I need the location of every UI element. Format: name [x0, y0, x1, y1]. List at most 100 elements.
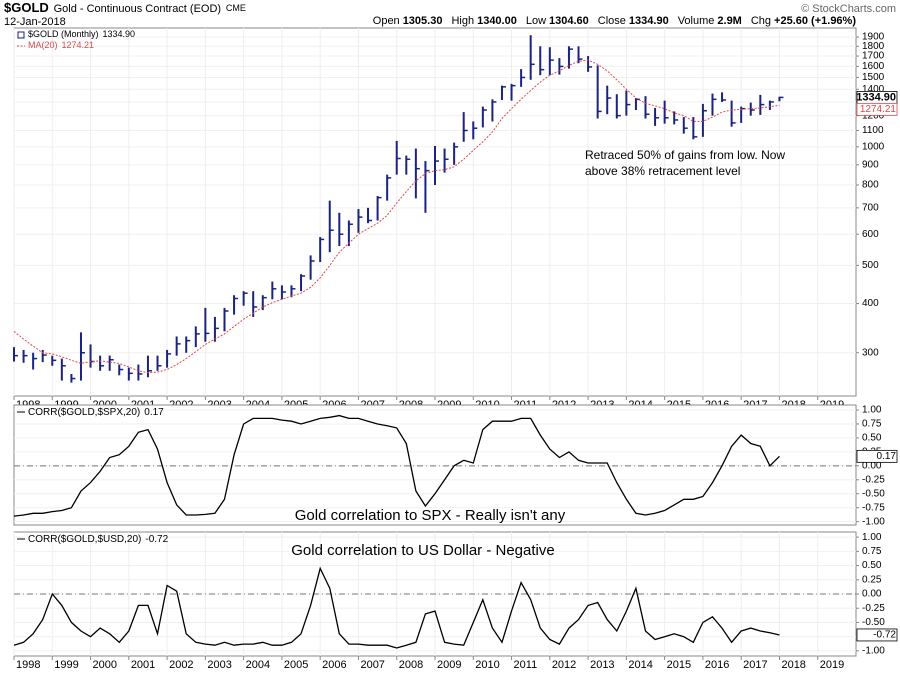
x-tick-label: 2012 — [552, 659, 576, 671]
annotation: Gold correlation to SPX - Really isn't a… — [295, 507, 566, 524]
quote-value: +25.60 (+1.96%) — [774, 15, 856, 27]
y-tick-label: 700 — [862, 202, 879, 213]
panel-frame — [13, 404, 857, 526]
y-tick-label: 1000 — [862, 141, 885, 152]
legend-last-value: -0.72 — [145, 534, 168, 545]
legend-name: CORR($GOLD,$SPX,20) — [28, 407, 140, 418]
quote-value: 1304.60 — [549, 15, 589, 27]
quote-label: High — [451, 15, 474, 27]
y-tick-label: 1400 — [862, 84, 885, 95]
x-tick-label: 2004 — [246, 659, 270, 671]
quote-value: 1305.30 — [403, 15, 443, 27]
x-tick-label: 2002 — [169, 659, 193, 671]
quote-label: Low — [526, 15, 546, 27]
y-tick-label: 0.75 — [862, 546, 882, 557]
chart-header: $GOLD Gold - Continuous Contract (EOD) C… — [4, 0, 246, 15]
quote-label: Chg — [751, 15, 771, 27]
y-tick-label: 600 — [862, 229, 879, 240]
last-value-tag: 1274.21 — [860, 104, 897, 115]
quote-value: 1334.90 — [629, 15, 669, 27]
y-tick-label: 0.00 — [862, 460, 882, 471]
legend-name: CORR($GOLD,$USD,20) — [28, 534, 141, 545]
quote-line: Open 1305.30 High 1340.00 Low 1304.60 Close 133… — [373, 15, 857, 27]
x-tick-label: 2011 — [514, 659, 538, 671]
series-line — [13, 566, 780, 649]
x-tick-label: 2018 — [781, 659, 805, 671]
exchange: CME — [226, 3, 246, 13]
y-tick-label: 0.00 — [862, 589, 882, 600]
last-value-tag: -0.72 — [873, 630, 896, 641]
quote-label: Open — [373, 15, 400, 27]
x-tick-label: 2003 — [207, 659, 231, 671]
last-value-tag: 1334.90 — [856, 91, 896, 103]
x-tick-label: 2005 — [284, 659, 308, 671]
x-tick-label: 2013 — [590, 659, 614, 671]
quote-label: Volume — [678, 15, 715, 27]
annotation: Retraced 50% of gains from low. Now — [585, 148, 785, 162]
x-tick-label: 2009 — [437, 659, 461, 671]
y-tick-label: -0.75 — [862, 502, 885, 513]
x-tick-label: 2015 — [667, 659, 691, 671]
x-tick-label: 2006 — [322, 659, 346, 671]
y-tick-label: 1600 — [862, 61, 885, 72]
x-tick-label: 2014 — [628, 659, 652, 671]
last-value-tag-box — [856, 449, 898, 463]
legend-entry: CORR($GOLD,$USD,20) -0.72 — [28, 534, 169, 545]
last-value-tag-box — [856, 102, 898, 116]
y-tick-label: 500 — [862, 260, 879, 271]
y-tick-label: 1900 — [862, 32, 885, 43]
y-tick-label: 0.75 — [862, 419, 882, 430]
x-tick-label: 1998 — [16, 659, 40, 671]
annotation: Gold correlation to US Dollar - Negative — [291, 542, 554, 559]
y-tick-label: -0.50 — [862, 488, 885, 499]
y-tick-label: 1700 — [862, 51, 885, 62]
y-tick-label: 0.25 — [862, 574, 882, 585]
y-tick-label: 1100 — [862, 125, 884, 136]
legend-glyph — [17, 31, 25, 39]
series-line — [13, 59, 780, 374]
annotation: above 38% retracement level — [585, 164, 740, 178]
instrument-name: Gold - Continuous Contract (EOD) — [54, 3, 222, 15]
y-tick-label: 1500 — [862, 72, 885, 83]
copyright: © StockCharts.com — [801, 3, 896, 15]
legend-last-value: 1334.90 — [103, 29, 136, 39]
legend-entry: MA(20) 1274.21 — [28, 40, 94, 50]
last-value-tag: 0.17 — [877, 451, 897, 462]
y-tick-label: 0.50 — [862, 560, 882, 571]
y-tick-label: -0.25 — [862, 474, 885, 485]
legend-entry: $GOLD (Monthly) 1334.90 — [28, 29, 135, 39]
x-tick-label: 2007 — [360, 659, 384, 671]
x-tick-label: 2017 — [743, 659, 767, 671]
quote-value: 2.9M — [717, 15, 741, 27]
x-tick-label: 2010 — [475, 659, 499, 671]
y-tick-label: 900 — [862, 159, 879, 170]
y-tick-label: 400 — [862, 298, 879, 309]
x-tick-label: 2019 — [820, 659, 844, 671]
legend-last-value: 1274.21 — [62, 40, 95, 50]
last-value-tag-box — [856, 628, 898, 642]
y-tick-label: 800 — [862, 180, 879, 191]
quote-value: 1340.00 — [477, 15, 517, 27]
symbol: $GOLD — [4, 0, 49, 15]
legend-last-value: 0.17 — [144, 407, 164, 418]
y-tick-label: 300 — [862, 347, 879, 358]
legend-name: MA(20) — [28, 40, 58, 50]
y-tick-label: -1.00 — [862, 516, 885, 527]
x-tick-label: 2001 — [131, 659, 155, 671]
quote-label: Close — [598, 15, 626, 27]
legend-name: $GOLD (Monthly) — [28, 29, 99, 39]
x-tick-label: 1999 — [54, 659, 78, 671]
y-tick-label: 1.00 — [862, 532, 882, 543]
y-tick-label: 1200 — [862, 110, 885, 121]
series-line — [13, 414, 780, 517]
y-tick-label: 1.00 — [862, 405, 882, 416]
x-tick-label: 2008 — [399, 659, 423, 671]
y-tick-label: -0.50 — [862, 617, 885, 628]
y-tick-label: -0.25 — [862, 603, 885, 614]
date: 12-Jan-2018 — [4, 16, 66, 28]
legend-entry: CORR($GOLD,$SPX,20) 0.17 — [28, 407, 164, 418]
y-tick-label: 1800 — [862, 41, 885, 52]
